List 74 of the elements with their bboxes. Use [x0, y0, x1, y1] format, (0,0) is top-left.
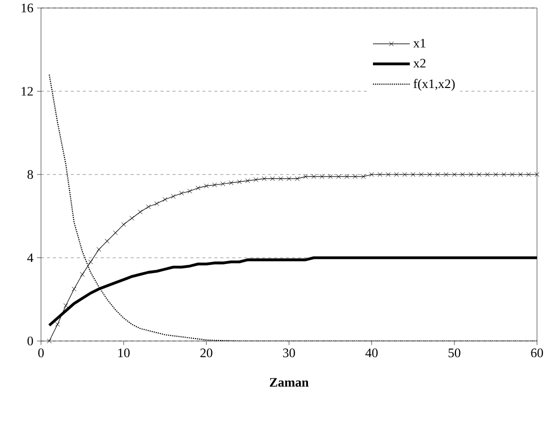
- y-tick-label: 4: [27, 253, 34, 262]
- point: [104, 238, 110, 244]
- point: [220, 182, 226, 186]
- point: [179, 190, 184, 196]
- point: [493, 172, 498, 177]
- point: [510, 172, 515, 177]
- point: [138, 210, 143, 214]
- legend-label: x2: [413, 58, 426, 68]
- point: [204, 184, 209, 188]
- point: [262, 176, 267, 182]
- point: [294, 176, 300, 182]
- point: [63, 303, 68, 308]
- point: [187, 188, 192, 194]
- y-tick-label: 8: [28, 170, 33, 179]
- point: [270, 176, 275, 182]
- point: [386, 172, 391, 177]
- x-tick-label: 10: [118, 348, 130, 358]
- x-tick-label: 0: [38, 348, 44, 358]
- point: [55, 322, 60, 327]
- point: [452, 172, 457, 177]
- point: [146, 204, 151, 210]
- point: [344, 174, 350, 179]
- point: [237, 179, 242, 184]
- point: [121, 222, 126, 227]
- point: [518, 172, 523, 177]
- point: [460, 172, 465, 177]
- point: [485, 172, 490, 177]
- point: [361, 174, 366, 179]
- point: [320, 174, 324, 179]
- point: [369, 172, 374, 177]
- point: [228, 180, 234, 186]
- point: [130, 216, 134, 221]
- point: [352, 174, 358, 179]
- point: [427, 172, 432, 177]
- point: [154, 201, 160, 206]
- point: [212, 182, 217, 188]
- x-axis-title: Zaman: [270, 378, 309, 387]
- point: [502, 172, 506, 177]
- x-tick-label: 30: [283, 348, 295, 358]
- point: [170, 194, 176, 199]
- point: [311, 174, 316, 179]
- point: [303, 174, 308, 179]
- point: [72, 286, 76, 292]
- x-tick-label: 20: [200, 348, 212, 358]
- point: [196, 186, 200, 190]
- point: [96, 247, 102, 252]
- y-tick-label: 16: [22, 4, 34, 12]
- point: [402, 172, 408, 177]
- point: [394, 172, 399, 177]
- point: [418, 172, 424, 177]
- x-tick-label: 50: [448, 348, 460, 358]
- y-tick-label: 0: [28, 336, 33, 346]
- point: [245, 178, 250, 184]
- point: [162, 197, 168, 202]
- point: [278, 176, 284, 182]
- legend-label: x1: [413, 38, 426, 48]
- point: [88, 260, 93, 264]
- point: [476, 172, 482, 177]
- x-tick-label: 60: [531, 348, 543, 358]
- point: [444, 172, 448, 177]
- point: [468, 172, 474, 177]
- legend-label: f(x1,x2): [414, 78, 455, 91]
- x-tick-label: 40: [365, 348, 378, 358]
- point: [80, 272, 85, 277]
- point: [328, 174, 333, 179]
- point: [286, 176, 292, 182]
- point: [378, 172, 382, 177]
- point: [336, 174, 341, 179]
- point: [46, 338, 52, 344]
- point: [254, 177, 258, 182]
- y-tick-label: 12: [22, 86, 33, 96]
- point: [435, 172, 440, 177]
- point: [113, 230, 118, 236]
- point: [526, 172, 532, 177]
